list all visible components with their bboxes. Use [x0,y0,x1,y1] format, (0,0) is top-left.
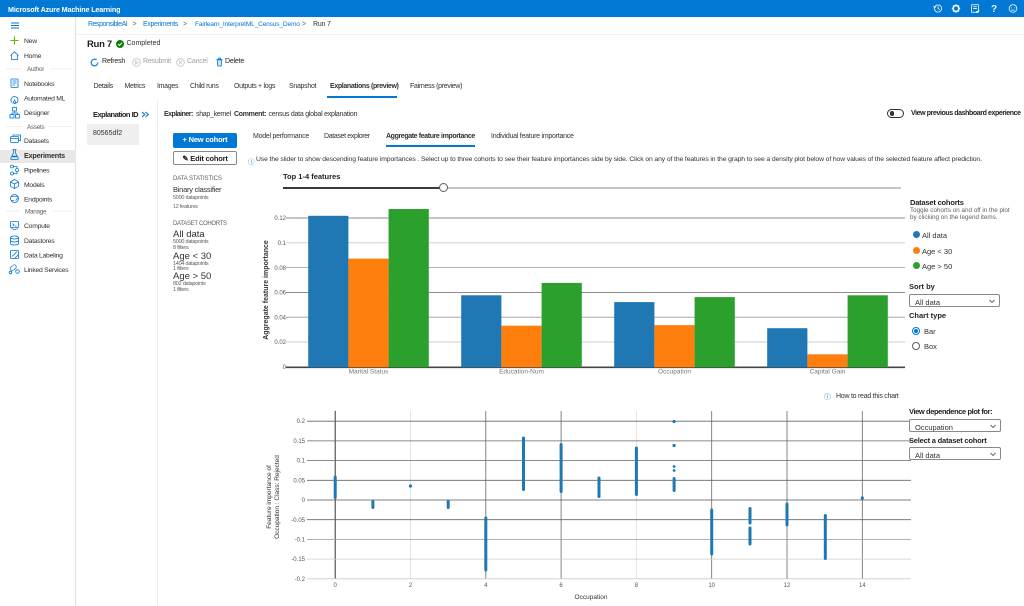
svg-text:14: 14 [859,583,866,589]
svg-text:12: 12 [784,583,791,589]
svg-text:Endpoints: Endpoints [24,197,53,204]
svg-text:Aggregate feature importance: Aggregate feature importance [263,240,270,340]
svg-text:Occupation: Occupation [575,594,608,601]
svg-text:Education-Num: Education-Num [499,369,544,376]
svg-text:0: 0 [334,583,338,589]
svg-text:-0.2: -0.2 [295,577,306,583]
svg-text:-0.1: -0.1 [295,538,306,544]
svg-text:Linked Services: Linked Services [24,267,69,274]
svg-text:Assets: Assets [27,124,44,131]
svg-text:4: 4 [484,583,488,589]
svg-text:0.05: 0.05 [293,478,305,484]
svg-text:Author: Author [27,66,44,73]
svg-text:Home: Home [24,53,42,60]
svg-text:Manage: Manage [25,209,47,216]
svg-text:0.02: 0.02 [274,340,286,346]
svg-text:Notebooks: Notebooks [24,81,55,88]
svg-text:Occupation: Occupation [658,369,691,376]
svg-text:0.08: 0.08 [274,266,286,272]
svg-text:Occupation : Class: Rejected: Occupation : Class: Rejected [274,455,281,539]
svg-text:Pipelines: Pipelines [24,168,50,175]
svg-text:Datastores: Datastores [24,238,55,245]
svg-text:0.15: 0.15 [293,439,305,445]
svg-text:Marital Status: Marital Status [349,369,389,376]
svg-text:Models: Models [24,182,45,189]
svg-text:10: 10 [708,583,715,589]
svg-text:Experiments: Experiments [24,151,65,160]
svg-text:-0.05: -0.05 [291,518,305,524]
svg-text:6: 6 [559,583,563,589]
svg-text:0.06: 0.06 [274,291,286,297]
svg-text:Capital Gain: Capital Gain [810,369,846,376]
svg-text:Feature importance of: Feature importance of [266,465,273,529]
svg-text:0.04: 0.04 [274,315,286,321]
svg-text:Designer: Designer [24,110,50,117]
svg-text:Data Labeling: Data Labeling [24,253,63,260]
svg-text:0.1: 0.1 [278,241,287,247]
svg-text:?: ? [991,4,997,15]
svg-text:2: 2 [409,583,413,589]
svg-text:0.12: 0.12 [274,216,286,222]
svg-text:New: New [24,38,37,45]
svg-text:Compute: Compute [24,223,50,230]
svg-text:0: 0 [302,498,306,504]
svg-text:-0.15: -0.15 [291,557,305,563]
svg-text:0.1: 0.1 [297,459,306,465]
svg-text:0.2: 0.2 [297,419,306,425]
svg-text:Datasets: Datasets [24,138,50,145]
svg-text:Automated ML: Automated ML [24,96,66,103]
svg-text:0: 0 [283,365,287,371]
svg-text:8: 8 [635,583,639,589]
